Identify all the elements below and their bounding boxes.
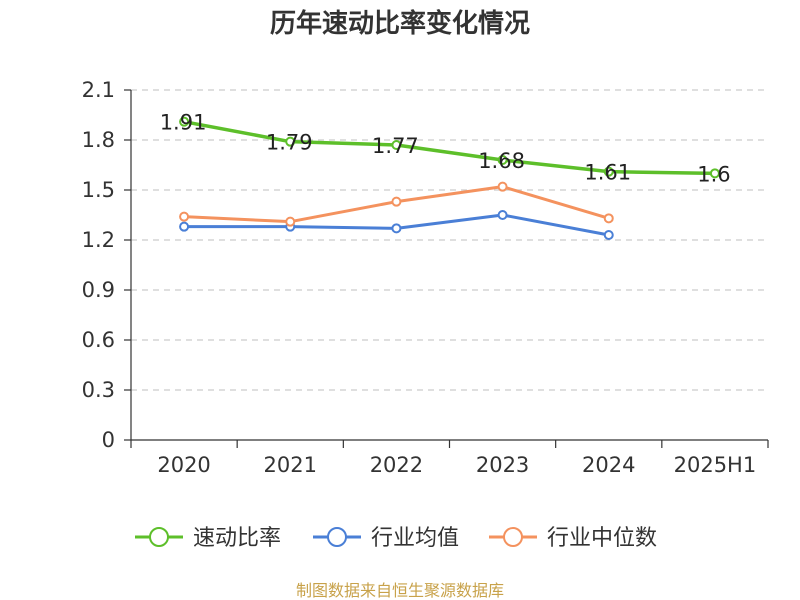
y-tick-label: 1.2 — [82, 228, 115, 252]
y-tick-label: 0.9 — [82, 278, 115, 302]
axes: 0 0.3 0.6 0.9 1.2 1.5 1.8 2.1 2020 2021 2022 2023 20… — [82, 78, 769, 477]
x-tick-label: 2023 — [476, 453, 529, 477]
data-point — [603, 230, 614, 240]
data-labels: 1.91 1.79 1.77 1.68 1.61 1.6 — [160, 111, 731, 187]
legend-label: 行业中位数 — [547, 526, 657, 551]
series-line-0 — [182, 119, 717, 176]
series-group — [179, 116, 720, 240]
legend: 速动比率 行业均值 行业中位数 — [135, 526, 657, 551]
data-point — [179, 116, 190, 127]
data-label: 1.79 — [266, 131, 313, 155]
data-point — [285, 136, 296, 147]
data-point — [603, 166, 614, 177]
data-point — [709, 168, 720, 179]
data-point — [179, 211, 190, 222]
y-tick-label: 1.5 — [82, 178, 115, 202]
data-point — [179, 221, 190, 232]
data-point — [497, 181, 508, 192]
data-point — [285, 216, 296, 227]
y-tick-label: 0.3 — [82, 378, 115, 402]
data-point — [497, 210, 508, 220]
data-point — [391, 223, 402, 234]
source-note: 制图数据来自恒生聚源数据库 — [296, 581, 504, 600]
data-label: 1.6 — [697, 162, 730, 186]
legend-label: 速动比率 — [193, 526, 281, 551]
data-label: 1.91 — [160, 111, 207, 135]
data-label: 1.77 — [372, 134, 419, 158]
data-point — [391, 196, 402, 207]
y-tick-label: 0.6 — [82, 328, 115, 352]
data-point — [603, 213, 614, 224]
data-label: 1.61 — [584, 161, 631, 185]
data-label: 1.68 — [478, 149, 525, 173]
data-point — [497, 155, 508, 165]
x-tick-label: 2022 — [370, 453, 423, 477]
y-tick-label: 1.8 — [82, 128, 115, 152]
legend-swatch-marker — [149, 527, 169, 547]
grid-lines — [131, 89, 768, 391]
y-tick-label: 0 — [102, 428, 115, 452]
legend-swatch-marker — [503, 527, 523, 547]
legend-swatch-marker — [327, 527, 347, 547]
y-tick-label: 2.1 — [82, 78, 115, 102]
chart-title: 历年速动比率变化情况 — [270, 8, 530, 39]
x-tick-label: 2021 — [264, 453, 317, 477]
x-tick-label: 2024 — [582, 453, 635, 477]
data-point — [391, 140, 402, 150]
x-tick-label: 2025H1 — [674, 453, 757, 477]
x-tick-label: 2020 — [157, 453, 210, 477]
legend-label: 行业均值 — [371, 526, 459, 551]
